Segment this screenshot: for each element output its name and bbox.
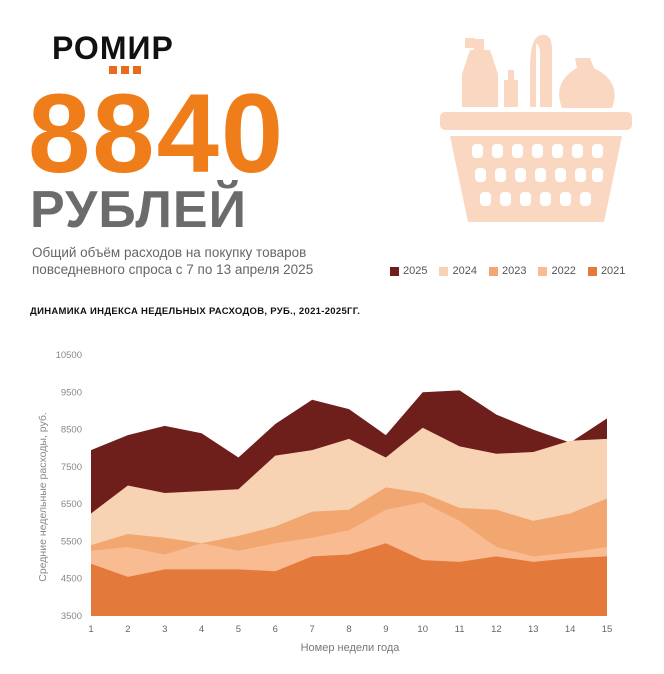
y-tick-label: 10500 xyxy=(56,350,82,361)
x-tick-label: 13 xyxy=(528,624,539,635)
legend-item-2021: 2021 xyxy=(587,265,626,277)
shopping-basket-icon xyxy=(440,35,632,222)
x-tick-label: 14 xyxy=(565,624,576,635)
y-tick-label: 4500 xyxy=(61,574,82,585)
x-tick-label: 2 xyxy=(125,624,130,635)
y-tick-label: 5500 xyxy=(61,536,82,547)
y-tick-label: 9500 xyxy=(61,387,82,398)
x-tick-label: 7 xyxy=(309,624,314,635)
legend-swatch-2021 xyxy=(587,266,597,276)
x-tick-label: 8 xyxy=(346,624,351,635)
x-tick-label: 15 xyxy=(602,624,613,635)
y-tick-label: 6500 xyxy=(61,499,82,510)
summary-description: Общий объём расходов на покупку товаров … xyxy=(32,245,314,277)
chart-areas xyxy=(91,390,607,616)
x-tick-label: 3 xyxy=(162,624,167,635)
legend-swatch-2024 xyxy=(439,266,449,276)
x-tick-label: 4 xyxy=(199,624,204,635)
chart-legend: 2025 2024 2023 2022 2021 xyxy=(390,265,625,277)
legend-item-2023: 2023 xyxy=(488,265,527,277)
y-tick-label: 3500 xyxy=(61,611,82,622)
legend-label-2021: 2021 xyxy=(600,265,626,277)
legend-swatch-2022 xyxy=(538,266,548,276)
x-tick-label: 12 xyxy=(491,624,502,635)
logo-dots xyxy=(109,66,141,74)
x-tick-label: 5 xyxy=(236,624,241,635)
legend-swatch-2025 xyxy=(390,266,399,276)
x-tick-label: 9 xyxy=(383,624,388,635)
legend-label-2023: 2023 xyxy=(501,265,527,277)
x-tick-label: 10 xyxy=(417,624,428,635)
chart-title: ДИНАМИКА ИНДЕКСА НЕДЕЛЬНЫХ РАСХОДОВ, РУБ… xyxy=(30,306,361,317)
x-tick-label: 11 xyxy=(455,624,465,635)
currency-unit: РУБЛЕЙ xyxy=(30,181,247,239)
legend-label-2025: 2025 xyxy=(403,265,428,277)
legend-label-2024: 2024 xyxy=(452,265,477,277)
y-tick-label: 8500 xyxy=(61,425,82,436)
y-tick-label: 7500 xyxy=(61,462,82,473)
y-axis-ticks: 3500 4500 5500 6500 7500 8500 9500 10500 xyxy=(56,350,82,622)
legend-swatch-2023 xyxy=(488,266,498,276)
legend-item-2022: 2022 xyxy=(538,265,576,277)
x-tick-label: 1 xyxy=(88,624,93,635)
x-axis-ticks: 1 2 3 4 5 6 7 8 9 10 11 12 13 14 15 xyxy=(88,624,612,635)
x-tick-label: 6 xyxy=(273,624,278,635)
total-amount: 8840 xyxy=(28,71,286,196)
y-axis-label: Средние недельные расходы, руб. xyxy=(37,412,49,582)
legend-item-2025: 2025 xyxy=(390,265,427,277)
area-series-2021 xyxy=(91,543,607,616)
x-axis-label: Номер недели года xyxy=(301,642,401,654)
legend-label-2022: 2022 xyxy=(551,265,576,277)
romir-logo: РОМИР xyxy=(52,30,174,66)
legend-item-2024: 2024 xyxy=(439,265,477,277)
